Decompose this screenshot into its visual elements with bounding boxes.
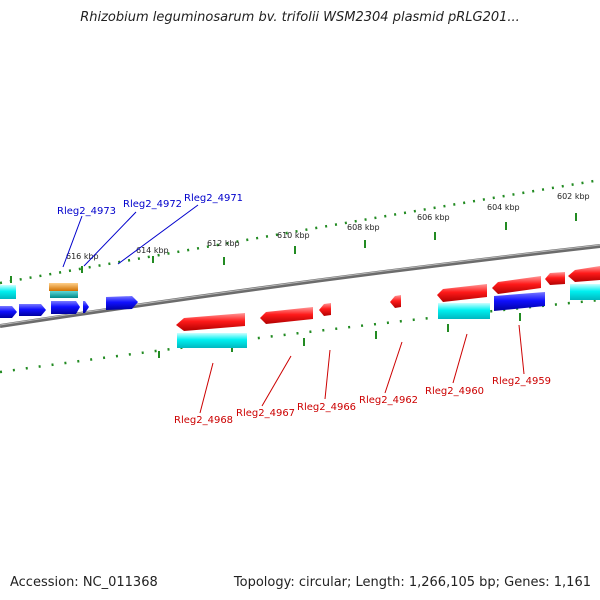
tick-label: 606 kbp [417,213,450,222]
reverse-gene-labels: Rleg2_4968 Rleg2_4967 Rleg2_4966 Rleg2_4… [174,324,551,426]
tick-label: 602 kbp [557,192,590,201]
cds-arrow[interactable] [19,304,46,316]
cds-arrow[interactable] [51,301,80,314]
gene-label[interactable]: Rleg2_4968 [174,415,233,426]
leader-line [384,341,403,394]
plasmid-backbone [0,244,600,328]
cds-cyan[interactable] [570,284,600,300]
tick-label: 614 kbp [136,246,169,255]
gene-label[interactable]: Rleg2_4959 [492,376,551,387]
cds-arrow-4966[interactable] [319,303,331,316]
cds-arrow[interactable] [83,301,89,313]
gene-label[interactable]: Rleg2_4962 [359,395,418,406]
cds-arrow[interactable] [494,292,545,311]
leader-line [452,333,468,384]
leader-line [261,355,292,407]
gene-label[interactable]: Rleg2_4966 [297,402,356,413]
cds-arrow[interactable] [106,296,138,310]
cds-cyan-4968[interactable] [177,333,247,348]
forward-features [0,283,138,318]
gene-label[interactable]: Rleg2_4967 [236,408,295,419]
gene-label[interactable]: Rleg2_4972 [123,199,182,210]
cds-cyan-4960[interactable] [438,303,490,319]
leader-line [117,204,199,265]
gene-label[interactable]: Rleg2_4960 [425,386,484,397]
tick-label: 604 kbp [487,203,520,212]
map-title: Rhizobium leguminosarum bv. trifolii WSM… [80,10,520,25]
cds-arrow-4959[interactable] [492,276,541,294]
cds-arrow[interactable] [0,306,17,318]
cds-arrow-4962[interactable] [390,295,401,308]
reverse-features [176,266,600,348]
scale-labels: 616 kbp 614 kbp 612 kbp 610 kbp 608 kbp … [66,192,590,261]
forward-gene-labels: Rleg2_4973 Rleg2_4972 Rleg2_4971 [57,193,243,268]
leader-line [83,211,137,267]
gene-label[interactable]: Rleg2_4971 [184,193,243,204]
tick-label: 616 kbp [66,252,99,261]
cds-arrow[interactable] [568,266,600,282]
summary-text: Topology: circular; Length: 1,266,105 bp… [233,575,591,590]
tick-label: 608 kbp [347,223,380,232]
cds-block-teal[interactable] [50,291,78,298]
leader-line [324,349,331,400]
leader-line [518,324,525,375]
upper-scale-ticks [0,178,600,285]
cds-block-orange[interactable] [49,283,78,291]
cds-arrow-4960[interactable] [437,284,487,302]
tick-label: 612 kbp [207,239,240,248]
gene-label[interactable]: Rleg2_4973 [57,206,116,217]
tick-label: 610 kbp [277,231,310,240]
cds-arrow-4967[interactable] [260,307,313,324]
cds-arrow[interactable] [545,272,565,285]
leader-line [199,362,214,414]
cds-arrow[interactable] [0,285,16,299]
accession-text: Accession: NC_011368 [10,575,158,590]
cds-arrow-4968[interactable] [176,313,245,331]
leader-line [62,215,83,268]
